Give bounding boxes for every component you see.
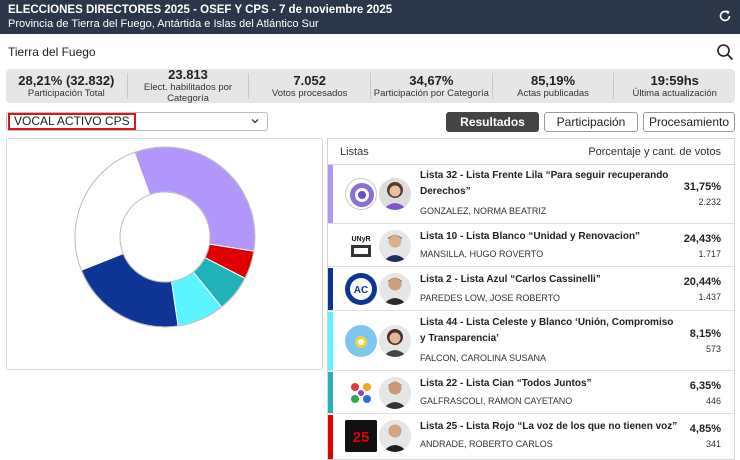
list-logo-icon: AC: [345, 273, 377, 305]
candidate-photo: [379, 420, 411, 452]
candidate-name: FALCON, CAROLINA SUSANA: [420, 353, 547, 363]
top-bar: ELECCIONES DIRECTORES 2025 - OSEF Y CPS …: [0, 0, 740, 34]
candidate-name: ANDRADE, ROBERTO CARLOS: [420, 439, 553, 449]
region-title: Tierra del Fuego: [8, 45, 96, 59]
candidate-name: MANSILLA, HUGO ROVERTO: [420, 249, 544, 259]
search-icon[interactable]: [716, 43, 734, 61]
list-item[interactable]: Lista 22 - Lista Cian “Todos Juntos” GAL…: [328, 372, 734, 414]
list-logo-icon: 25: [345, 420, 377, 452]
refresh-icon[interactable]: [718, 9, 732, 23]
candidate-photo: [379, 273, 411, 305]
list-item[interactable]: AC Lista 2 - Lista Azul “Carlos Cassinel…: [328, 268, 734, 311]
list-item[interactable]: Lista 44 - Lista Celeste y Blanco ‘Unión…: [328, 312, 734, 371]
list-votes: 341: [705, 439, 721, 449]
lists-header-left: Listas: [340, 146, 369, 158]
chart-panel: [6, 138, 323, 370]
category-select-value: VOCAL ACTIVO CPS: [8, 113, 136, 130]
lists-header-right: Porcentaje y cant. de votos: [588, 146, 721, 158]
list-name: Lista 22 - Lista Cian “Todos Juntos”: [420, 378, 592, 389]
candidate-name: PAREDES LOW, JOSE ROBERTO: [420, 293, 561, 303]
list-name: Lista 25 - Lista Rojo “La voz de los que…: [420, 421, 678, 432]
stat-participacion-categoria: 34,67% Participación por Categoría: [371, 73, 493, 99]
candidate-photo: [379, 230, 411, 262]
list-item[interactable]: Lista 32 - Lista Frente Lila “Para segui…: [328, 165, 734, 224]
donut-hole-outline: [119, 191, 211, 283]
list-votes: 573: [705, 344, 721, 354]
svg-text:AC: AC: [354, 285, 368, 296]
list-logo-icon: [345, 325, 377, 357]
list-name: Lista 32 - Lista Frente Lila “Para segui…: [420, 170, 669, 197]
list-color-bar: [328, 415, 333, 459]
lists-panel: Listas Porcentaje y cant. de votos Lista…: [327, 138, 735, 460]
list-color-bar: [328, 372, 333, 413]
results-donut-chart: [74, 146, 256, 328]
tab-procesamiento[interactable]: Procesamiento: [643, 112, 735, 132]
list-logo-icon: UNyR: [345, 230, 377, 262]
page-title: ELECCIONES DIRECTORES 2025 - OSEF Y CPS …: [8, 4, 393, 16]
stats-bar: 28,21% (32.832) Participación Total 23.8…: [6, 68, 735, 104]
list-name: Lista 2 - Lista Azul “Carlos Cassinelli”: [420, 274, 601, 285]
donut-slice: [133, 146, 256, 252]
list-percentage: 24,43%: [683, 233, 721, 245]
lists-header: Listas Porcentaje y cant. de votos: [328, 139, 734, 165]
list-item[interactable]: UNyR Lista 10 - Lista Blanco “Unidad y R…: [328, 225, 734, 267]
tab-resultados[interactable]: Resultados: [446, 112, 539, 132]
list-color-bar: [328, 225, 333, 266]
candidate-name: GALFRASCOLI, RAMON CAYETANO: [420, 396, 573, 406]
list-votes: 1.437: [698, 292, 721, 302]
list-logo-icon: [345, 178, 377, 210]
list-votes: 1.717: [698, 249, 721, 259]
category-select[interactable]: VOCAL ACTIVO CPS: [6, 112, 268, 131]
list-votes: 2.232: [698, 197, 721, 207]
list-color-bar: [328, 312, 333, 370]
svg-text:UNyR: UNyR: [351, 236, 370, 243]
stat-electores-habilitados: 23.813 Elect. habilitados por Categoría: [128, 68, 250, 104]
donut-slice: [74, 151, 151, 271]
list-item[interactable]: 25 Lista 25 - Lista Rojo “La voz de los …: [328, 415, 734, 459]
stat-actas-publicadas: 85,19% Actas publicadas: [493, 73, 615, 99]
tab-participacion[interactable]: Participación: [544, 112, 638, 132]
list-name: Lista 10 - Lista Blanco “Unidad y Renova…: [420, 231, 641, 242]
list-percentage: 31,75%: [683, 181, 721, 193]
list-votes: 446: [705, 396, 721, 406]
stat-votos-procesados: 7.052 Votos procesados: [249, 73, 372, 99]
list-percentage: 8,15%: [689, 328, 721, 340]
list-name: Lista 44 - Lista Celeste y Blanco ‘Unión…: [420, 317, 674, 344]
list-percentage: 20,44%: [683, 276, 721, 288]
stat-participacion-total: 28,21% (32.832) Participación Total: [6, 73, 128, 99]
list-color-bar: [328, 268, 333, 310]
list-percentage: 4,85%: [689, 423, 721, 435]
svg-text:25: 25: [353, 429, 370, 446]
list-percentage: 6,35%: [689, 380, 721, 392]
donut-outline: [74, 146, 256, 328]
chevron-down-icon: [251, 119, 259, 124]
list-logo-icon: [345, 377, 377, 409]
candidate-photo: [379, 325, 411, 357]
list-color-bar: [328, 165, 333, 223]
candidate-photo: [379, 377, 411, 409]
candidate-photo: [379, 178, 411, 210]
stat-ultima-actualizacion: 19:59hs Última actualización: [632, 72, 717, 99]
page-subtitle: Provincia de Tierra del Fuego, Antártida…: [8, 18, 319, 30]
candidate-name: GONZALEZ, NORMA BEATRIZ: [420, 206, 547, 216]
